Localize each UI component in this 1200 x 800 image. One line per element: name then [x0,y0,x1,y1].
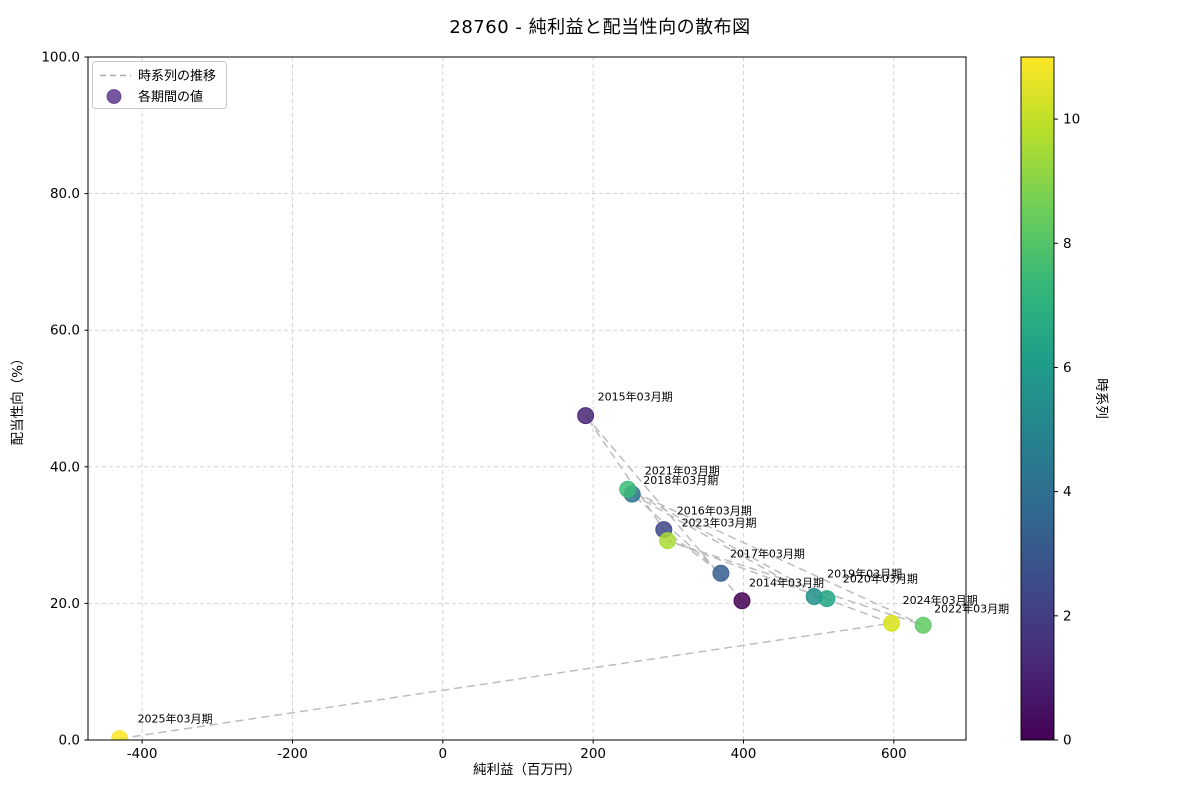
y-axis-label: 配当性向（%） [10,352,26,446]
data-point-2025 [111,730,129,740]
colorbar-bar [1021,57,1054,740]
point-label-2019: 2019年03月期 [827,567,902,581]
colorbar-tick-label: 2 [1063,608,1072,624]
data-point-2021 [619,480,637,498]
chart-title: 28760 - 純利益と配当性向の散布図 [449,17,751,38]
point-label-2016: 2016年03月期 [677,504,752,518]
colorbar-tick-label: 4 [1063,484,1072,500]
colorbar-axis-label: 時系列 [1093,378,1109,419]
colorbar-tick-label: 8 [1063,236,1072,252]
data-point-2024 [883,614,901,632]
x-tick-label: 0 [439,746,448,762]
point-label-2017: 2017年03月期 [730,546,805,560]
point-label-2020: 2020年03月期 [843,572,918,586]
point-label-2014: 2014年03月期 [749,576,824,590]
data-point-2014 [733,592,751,610]
tick-marks-group [84,56,895,744]
x-tick-label: 400 [731,746,757,762]
colorbar-tick-label: 6 [1063,360,1072,376]
legend-box [92,61,227,109]
colorbar-outline [1020,56,1055,741]
colorbar: 0 2 4 6 8 10 時系列 [1020,56,1109,749]
data-point-2020 [818,590,836,608]
legend-point-sample [106,89,122,104]
annotation-group: 2014年03月期 2015年03月期 2016年03月期 2017年03月期 2018… [138,390,1010,726]
x-axis-label: 純利益（百万円） [473,762,581,778]
x-tick-label: 600 [881,746,907,762]
data-point-2022 [914,616,932,634]
y-tick-label: 40.0 [50,459,80,475]
colorbar-tick-label: 10 [1063,112,1080,128]
colorbar-tick-label: 0 [1063,733,1072,749]
point-label-2025: 2025年03月期 [138,712,213,726]
y-tick-label: 100.0 [41,50,80,66]
x-tick-label: -200 [277,746,308,762]
data-point-2015 [577,407,595,425]
y-tick-label: 80.0 [50,186,80,202]
legend-label-line: 時系列の推移 [138,69,216,84]
point-label-2015: 2015年03月期 [598,390,673,404]
point-label-2018: 2018年03月期 [643,473,718,487]
y-tick-label: 60.0 [50,323,80,339]
point-label-2024: 2024年03月期 [903,593,978,607]
x-tick-label: 200 [580,746,606,762]
legend-label-point: 各期間の値 [138,89,203,105]
data-layer [111,407,932,740]
point-label-2021: 2021年03月期 [645,463,720,477]
data-point-2017 [712,564,730,582]
plot-frame [87,56,967,741]
point-label-2023: 2023年03月期 [682,516,757,530]
x-tick-label: -400 [127,746,158,762]
y-tick-label: 20.0 [50,596,80,612]
tick-labels-group: -400 -200 0 200 400 600 0.0 20.0 40.0 60.0 80.0 100… [41,50,906,763]
point-label-2022: 2022年03月期 [934,601,1009,615]
y-tick-label: 0.0 [59,733,80,749]
data-point-2023 [659,532,677,550]
grid-group [88,56,966,741]
